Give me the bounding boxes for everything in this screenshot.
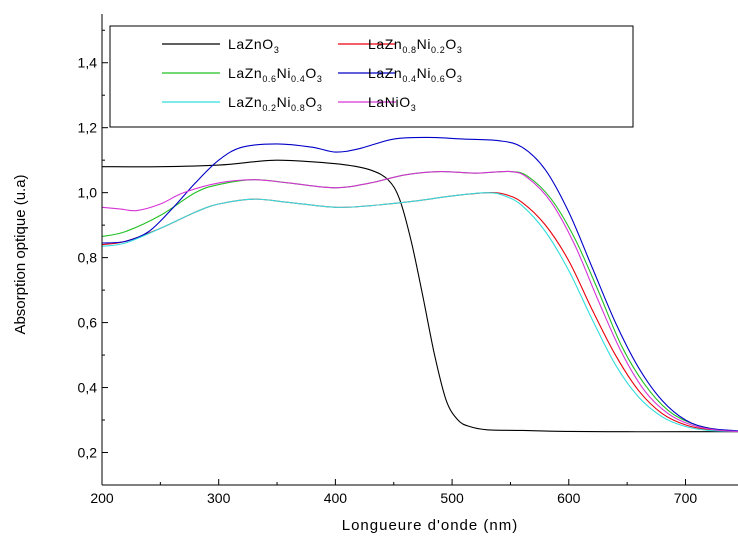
series-line-6	[101, 170, 738, 432]
y-tick-label: 1,2	[78, 120, 98, 136]
y-tick-label: 0,8	[78, 250, 98, 266]
x-tick-label: 200	[90, 490, 114, 506]
axes-layer: 200 300 400 500 600 700 0,2 0,4 0,6 0,8 1,0 1,2 1,4	[78, 14, 738, 506]
legend-box	[109, 25, 634, 128]
x-tick-label: 600	[557, 490, 581, 506]
legend-label-3: LaZn0.6Ni0.4O3	[228, 65, 322, 84]
legend-label-2: LaZn0.8Ni0.2O3	[368, 36, 462, 55]
legend-label-4: LaZn0.4Ni0.6O3	[368, 65, 462, 84]
y-axis-title: Absorption optique (u.a)	[12, 174, 29, 334]
y-tick-label: 0,2	[78, 445, 98, 461]
y-tick-label: 1,4	[78, 55, 98, 71]
legend-label-5: LaZn0.2Ni0.8O3	[228, 94, 322, 113]
x-axis-title: Longueure d'onde (nm)	[342, 517, 518, 534]
x-tick-label: 500	[440, 490, 464, 506]
series-line-1	[101, 159, 738, 433]
y-tick-label: 0,6	[78, 315, 98, 331]
y-tick-label: 0,4	[78, 380, 98, 396]
x-tick-label: 300	[207, 490, 231, 506]
legend-label-6: LaNiO3	[368, 94, 416, 113]
series-line-5	[101, 192, 738, 432]
legend: LaZnO3 LaZn0.8Ni0.2O3 LaZn0.6Ni0.4O3 LaZn0.…	[109, 25, 634, 128]
series-layer	[101, 136, 738, 433]
y-tick-label: 1,0	[78, 185, 98, 201]
series-line-4	[101, 136, 738, 432]
legend-label-1: LaZnO3	[228, 36, 279, 55]
x-tick-label: 400	[324, 490, 348, 506]
x-tick-label: 700	[674, 490, 698, 506]
